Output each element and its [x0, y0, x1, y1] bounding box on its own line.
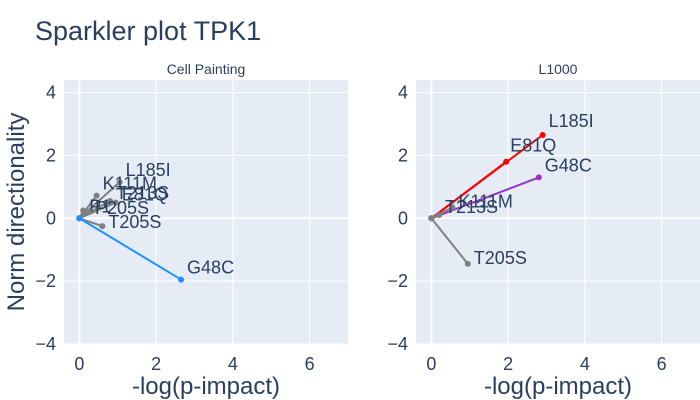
data-point: [112, 199, 119, 206]
point-label: P1: [89, 196, 111, 216]
x-tick-label: 4: [228, 354, 238, 374]
data-point: [436, 212, 443, 219]
x-tick-label: 2: [503, 354, 513, 374]
point-label: L185I: [126, 160, 171, 180]
y-tick-label: −2: [387, 271, 408, 291]
x-tick-label: 0: [426, 354, 436, 374]
series-line: [430, 217, 469, 265]
point-label: P205S: [95, 198, 149, 218]
y-tick-label: 0: [398, 208, 408, 228]
data-point: [99, 223, 106, 230]
data-point: [80, 207, 87, 214]
data-point: [464, 260, 471, 267]
point-label: G48C: [187, 258, 234, 278]
y-tick-label: 2: [46, 145, 56, 165]
point-label: K111M: [103, 174, 157, 194]
y-tick-label: 2: [398, 145, 408, 165]
data-point: [116, 179, 123, 186]
series-line: [78, 201, 117, 220]
y-tick-label: −4: [35, 334, 56, 354]
point-label: G48C: [545, 155, 592, 175]
series-line: [430, 160, 507, 220]
data-point: [539, 132, 546, 138]
data-point: [449, 204, 456, 211]
y-tick-label: 4: [398, 83, 408, 103]
chart-title: Sparkler plot TPK1: [35, 16, 261, 46]
point-label: L185I: [549, 111, 594, 131]
x-tick-label: 0: [74, 354, 84, 374]
subplot-title: Cell Painting: [167, 61, 246, 77]
point-label: T205S: [474, 248, 527, 268]
data-point: [178, 276, 185, 283]
point-label: T205S: [108, 212, 161, 232]
data-point: [93, 192, 100, 199]
data-point: [503, 158, 510, 165]
plot-area: [64, 80, 348, 344]
data-point: [76, 215, 83, 222]
panel-1: 0 2 4 6 −4 −2 0 2 4 Cell Painting -log(p-impact) No…: [3, 61, 348, 400]
x-tick-label: 2: [151, 354, 161, 374]
subplot-title: L1000: [539, 61, 578, 77]
x-tick-label: 6: [657, 354, 667, 374]
point-label: E81Q: [510, 136, 556, 156]
point-label: T213S: [116, 183, 169, 203]
y-tick-label: −4: [387, 334, 408, 354]
point-label: E81Q: [122, 185, 168, 205]
x-axis-title: -log(p-impact): [484, 373, 632, 400]
x-tick-label: 4: [580, 354, 590, 374]
data-point: [107, 198, 114, 204]
y-tick-label: 4: [46, 83, 56, 103]
data-point: [85, 209, 92, 215]
point-label: K111M: [458, 191, 512, 211]
y-tick-label: 0: [46, 208, 56, 228]
plot-area: [416, 80, 700, 344]
x-axis-title: -log(p-impact): [132, 373, 280, 400]
data-point: [535, 174, 542, 181]
series-line: [430, 176, 540, 220]
x-tick-label: 6: [305, 354, 315, 374]
y-tick-label: −2: [35, 271, 56, 291]
panel-2: 0 2 4 6 −4 −2 0 2 4 L1000 -log(p-impact) L185I E81QG…: [387, 61, 700, 400]
series-line: [78, 217, 182, 281]
data-point: [428, 215, 435, 222]
point-label: T213S: [445, 197, 498, 217]
y-axis-title: Norm directionality: [3, 113, 30, 312]
